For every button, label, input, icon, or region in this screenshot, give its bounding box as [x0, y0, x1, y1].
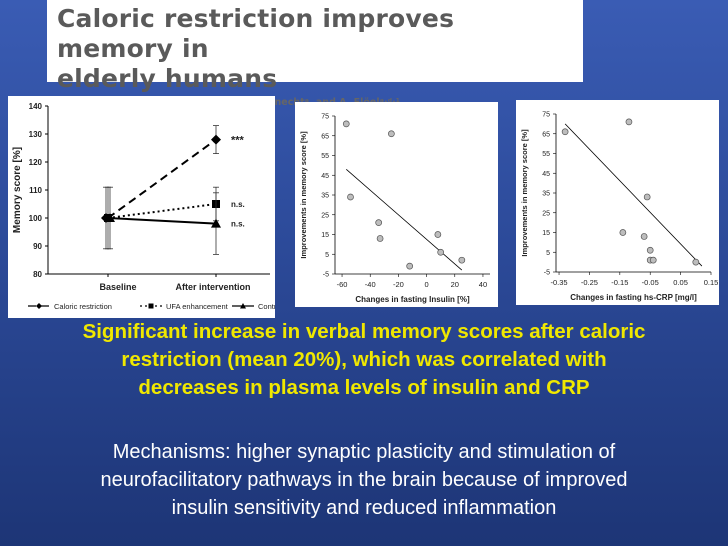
paper-title: Caloric restriction improves memory in e…	[57, 4, 575, 94]
x-tick-label: -0.05	[642, 278, 659, 287]
y-tick-label: 15	[321, 232, 329, 239]
y-tick-label: -5	[323, 272, 329, 279]
x-tick-label: -0.15	[611, 278, 628, 287]
y-tick-label: 80	[33, 270, 42, 279]
y-tick-label: 100	[29, 214, 43, 223]
x-tick-label: -60	[337, 280, 348, 289]
legend-label: UFA enhancement	[166, 302, 229, 311]
x-tick-label: Baseline	[99, 282, 136, 292]
data-point	[376, 235, 384, 242]
data-point	[388, 130, 395, 138]
summary-line-1: Significant increase in verbal memory sc…	[82, 320, 646, 343]
y-tick-label: 110	[29, 186, 42, 195]
x-tick-label: 0.15	[704, 278, 719, 287]
y-tick-label: 35	[321, 193, 329, 200]
insulin-scatter-chart: -5 5 15 25 35 45 55 65 75 -60 -40 -20 0 20 40 Changes i…	[299, 114, 490, 304]
y-tick-label: 5	[546, 250, 550, 257]
summary-line-3: decreases in plasma levels of insulin an…	[138, 376, 590, 399]
y-tick-label: 140	[29, 102, 43, 111]
mechanisms-line-3: insulin sensitivity and reduced inflamma…	[171, 497, 557, 519]
trendline	[564, 123, 703, 267]
memory-score-chart: 80 90 100 110 120 130 140 Baseline After interve…	[12, 102, 275, 311]
data-point	[646, 246, 654, 254]
y-tick-label: 75	[542, 112, 550, 119]
data-point	[347, 193, 354, 201]
x-tick-label: 40	[479, 280, 487, 289]
y-tick-label: 120	[29, 158, 43, 167]
y-axis-label: Improvements in memory score [%]	[299, 131, 308, 259]
summary-line-2: restriction (mean 20%), which was correl…	[121, 348, 607, 371]
data-point	[692, 258, 700, 266]
legend-label: Control	[258, 302, 275, 311]
x-axis-label: Changes in fasting hs-CRP [mg/l]	[570, 293, 697, 302]
y-tick-label: 5	[325, 252, 329, 259]
summary-text: Significant increase in verbal memory sc…	[14, 318, 714, 402]
y-tick-label: 75	[321, 114, 329, 121]
y-axis-label: Improvements in memory score [%]	[520, 129, 529, 257]
mechanisms-text: Mechanisms: higher synaptic plasticity a…	[14, 438, 714, 522]
legend-marker	[36, 303, 42, 309]
data-point	[434, 231, 442, 238]
y-tick-label: 130	[29, 130, 43, 139]
y-tick-label: 15	[542, 230, 550, 237]
data-point	[458, 256, 466, 264]
data-point	[437, 248, 445, 256]
x-tick-label: 0	[425, 280, 429, 289]
paper-header: Caloric restriction improves memory in e…	[47, 0, 583, 108]
data-point	[561, 128, 569, 136]
data-point	[375, 219, 383, 227]
y-tick-label: 55	[542, 151, 550, 158]
data-point	[211, 218, 221, 228]
y-tick-label: 45	[542, 171, 550, 178]
y-tick-label: 65	[542, 131, 550, 138]
x-tick-label: -0.25	[581, 278, 598, 287]
insulin-scatter-panel: -5 5 15 25 35 45 55 65 75 -60 -40 -20 0 20 40 Changes i…	[295, 102, 498, 307]
data-point	[211, 134, 221, 145]
mechanisms-line-2: neurofacilitatory pathways in the brain …	[100, 469, 628, 491]
x-tick-label: -0.35	[550, 278, 567, 287]
data-point	[105, 213, 115, 222]
memory-score-chart-panel: 80 90 100 110 120 130 140 Baseline After interve…	[8, 96, 275, 318]
series-line-0	[107, 138, 217, 219]
y-tick-label: -5	[544, 270, 550, 277]
series-line-1	[107, 203, 217, 219]
x-tick-label: -40	[365, 280, 376, 289]
trendline	[346, 169, 463, 271]
data-point	[406, 262, 414, 270]
significance-label: n.s.	[231, 200, 245, 209]
data-point	[342, 120, 350, 128]
data-point	[640, 233, 648, 240]
data-point	[643, 193, 651, 201]
crp-scatter-panel: -5 5 15 25 35 45 55 65 75 -0.35 -0.25 -0.15 -0.05 0.0…	[516, 100, 719, 305]
y-tick-label: 25	[542, 210, 550, 217]
x-tick-label: 0.05	[673, 278, 688, 287]
mechanisms-line-1: Mechanisms: higher synaptic plasticity a…	[112, 441, 616, 463]
paper-title-line-2: elderly humans	[57, 64, 278, 93]
x-tick-label: -20	[393, 280, 404, 289]
y-tick-label: 90	[33, 242, 42, 251]
legend-marker	[240, 303, 246, 309]
y-tick-label: 25	[321, 212, 329, 219]
y-axis-label: Memory score [%]	[12, 147, 23, 233]
data-point	[619, 229, 627, 236]
series-line-2	[107, 217, 217, 225]
data-point	[625, 118, 633, 126]
y-tick-label: 65	[321, 133, 329, 140]
legend-marker	[148, 303, 154, 309]
x-axis-label: Changes in fasting Insulin [%]	[355, 295, 470, 304]
legend-label: Caloric restriction	[54, 302, 112, 311]
significance-label: ***	[231, 135, 245, 147]
y-tick-label: 55	[321, 153, 329, 160]
significance-label: n.s.	[231, 220, 245, 229]
crp-scatter-chart: -5 5 15 25 35 45 55 65 75 -0.35 -0.25 -0.15 -0.05 0.0…	[520, 112, 719, 303]
data-point	[649, 256, 657, 264]
x-tick-label: After intervention	[175, 282, 250, 292]
y-tick-label: 35	[542, 191, 550, 198]
y-tick-label: 45	[321, 173, 329, 180]
paper-title-line-1: Caloric restriction improves memory in	[57, 4, 455, 63]
x-tick-label: 20	[451, 280, 459, 289]
